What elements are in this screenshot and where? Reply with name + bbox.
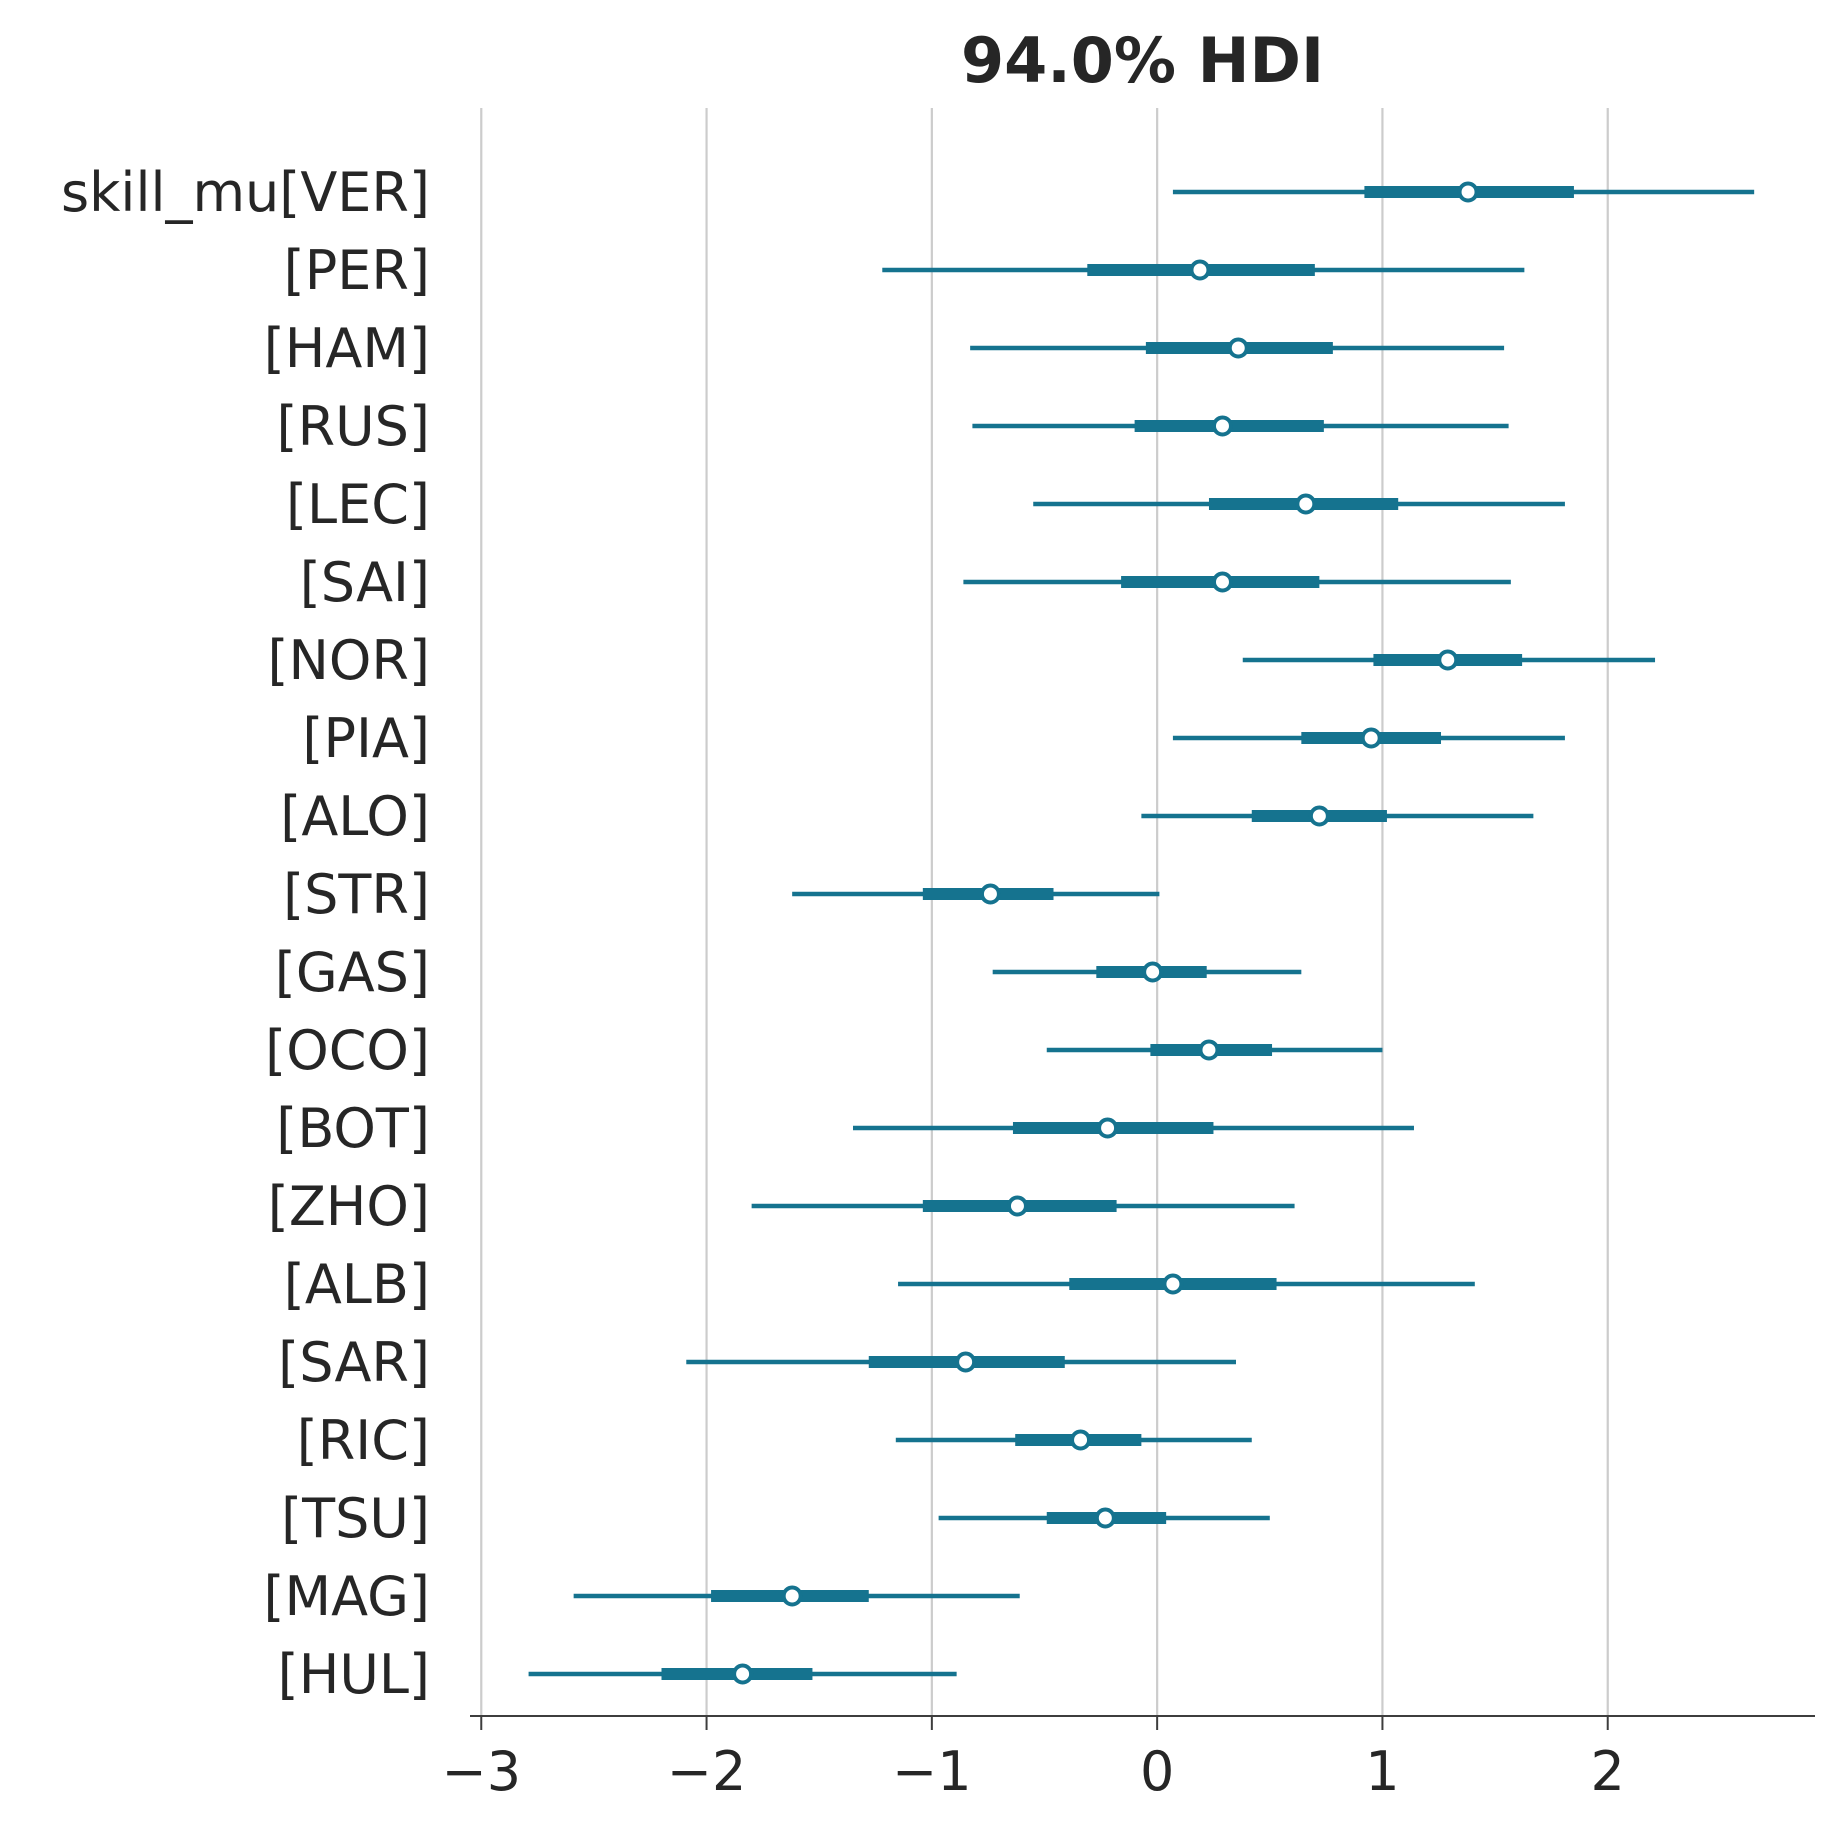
median-point-per [1189, 259, 1211, 281]
row-label-ver: skill_mu[VER] [61, 161, 430, 224]
x-ticks: −3 −2 −1 0 1 2 [441, 1716, 1625, 1803]
row-label-hul: [HUL] [278, 1643, 430, 1706]
median-point-zho [1006, 1195, 1028, 1217]
row-label-zho: [ZHO] [268, 1175, 430, 1238]
median-point-rus [1211, 415, 1233, 437]
median-point-ham [1227, 337, 1249, 359]
median-point-hul [732, 1663, 754, 1685]
median-point-mag [781, 1585, 803, 1607]
row-label-alb: [ALB] [284, 1253, 430, 1316]
median-point-alo [1308, 805, 1330, 827]
row-label-nor: [NOR] [267, 629, 430, 692]
row-label-mag: [MAG] [263, 1565, 430, 1628]
median-point-alb [1162, 1273, 1184, 1295]
median-point-pia [1360, 727, 1382, 749]
median-point-lec [1295, 493, 1317, 515]
row-label-rus: [RUS] [277, 395, 430, 458]
row-label-sar: [SAR] [278, 1331, 430, 1394]
hdi-intervals [528, 181, 1755, 1685]
row-label-pia: [PIA] [302, 707, 430, 770]
median-point-nor [1437, 649, 1459, 671]
row-label-alo: [ALO] [280, 785, 430, 848]
row-label-bot: [BOT] [276, 1097, 430, 1160]
row-label-str: [STR] [283, 863, 430, 926]
median-point-tsu [1094, 1507, 1116, 1529]
row-label-gas: [GAS] [275, 941, 430, 1004]
row-label-ham: [HAM] [264, 317, 430, 380]
x-tick-label-5: 2 [1591, 1740, 1625, 1803]
row-label-oco: [OCO] [265, 1019, 430, 1082]
x-tick-label-1: −2 [667, 1740, 747, 1803]
row-label-lec: [LEC] [286, 473, 430, 536]
median-point-oco [1198, 1039, 1220, 1061]
median-point-ric [1070, 1429, 1092, 1451]
row-label-per: [PER] [284, 239, 430, 302]
x-tick-label-3: 0 [1140, 1740, 1174, 1803]
median-point-sai [1211, 571, 1233, 593]
median-point-str [979, 883, 1001, 905]
median-point-sar [955, 1351, 977, 1373]
row-label-sai: [SAI] [300, 551, 430, 614]
median-point-bot [1097, 1117, 1119, 1139]
median-point-gas [1142, 961, 1164, 983]
median-point-ver [1457, 181, 1479, 203]
row-labels: skill_mu[VER] [PER] [HAM] [RUS] [LEC] [SAI] [N… [61, 161, 430, 1706]
x-tick-label-0: −3 [441, 1740, 521, 1803]
chart-title: 94.0% HDI [961, 24, 1324, 97]
row-label-tsu: [TSU] [281, 1487, 430, 1550]
x-tick-label-2: −1 [892, 1740, 972, 1803]
row-label-ric: [RIC] [297, 1409, 430, 1472]
x-tick-label-4: 1 [1365, 1740, 1399, 1803]
vertical-gridlines [480, 108, 1609, 1716]
